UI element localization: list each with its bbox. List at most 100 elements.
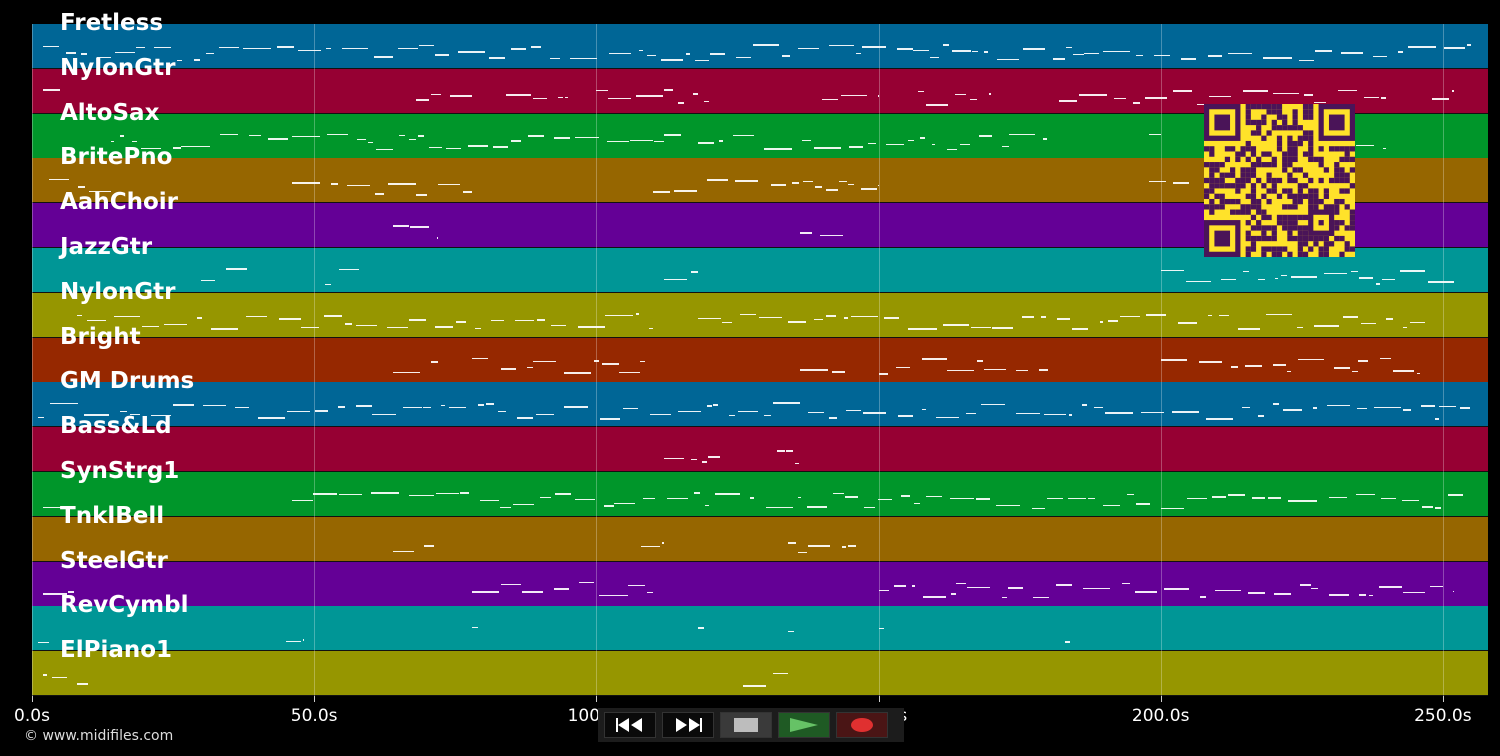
midi-note (861, 188, 878, 190)
midi-note (486, 403, 495, 405)
midi-note (1368, 594, 1374, 597)
track-lane[interactable]: NylonGtr (32, 279, 1488, 338)
midi-note (1282, 409, 1302, 411)
midi-note (839, 180, 848, 183)
midi-note (1357, 407, 1368, 409)
midi-note (849, 146, 864, 148)
midi-note (1215, 589, 1241, 592)
midi-note (900, 495, 910, 497)
midi-note (37, 641, 49, 644)
midi-note (302, 639, 304, 641)
midi-note (163, 323, 187, 326)
midi-note (1205, 418, 1233, 420)
midi-note (664, 278, 688, 281)
midi-note (1402, 326, 1407, 329)
track-lane[interactable]: Bright (32, 324, 1488, 383)
track-label: JazzGtr (60, 234, 153, 260)
midi-note (1274, 277, 1279, 280)
midi-note (536, 319, 545, 321)
midi-note (607, 140, 630, 143)
midi-note (173, 404, 194, 406)
midi-note (955, 93, 966, 96)
track-lane[interactable]: ElPiano1 (32, 637, 1488, 697)
midi-note (550, 324, 567, 327)
midi-note (472, 357, 489, 360)
midi-note (67, 591, 75, 593)
midi-note (1114, 97, 1127, 100)
midi-note (532, 360, 556, 363)
play-button[interactable] (778, 712, 830, 738)
track-lane[interactable]: Bass&Ld (32, 413, 1488, 473)
midi-note (894, 585, 906, 587)
track-lane[interactable]: RevCymbl (32, 592, 1488, 652)
midi-note (704, 100, 710, 103)
record-button[interactable] (836, 712, 888, 738)
midi-note (338, 406, 345, 408)
axis-tick (878, 696, 880, 702)
midi-note (736, 56, 752, 59)
track-lane[interactable]: Fretless (32, 10, 1488, 69)
axis-tick-label: 50.0s (290, 706, 338, 726)
track-lane[interactable]: SteelGtr (32, 548, 1488, 607)
midi-note (1177, 322, 1198, 324)
midi-note (177, 59, 182, 62)
midi-note (776, 450, 785, 452)
midi-note (743, 685, 767, 687)
midi-note (832, 492, 845, 495)
midi-note (535, 413, 555, 416)
track-label: Bass&Ld (60, 413, 172, 440)
track-lane[interactable]: SynStrg1 (32, 458, 1488, 517)
track-label: BritePno (60, 144, 173, 171)
midi-note (995, 504, 1020, 507)
note-area (32, 472, 1488, 516)
track-lane[interactable]: TnklBell (32, 503, 1488, 562)
track-lane[interactable]: NylonGtr (32, 55, 1488, 114)
midi-note (850, 315, 879, 318)
track-label: NylonGtr (60, 278, 176, 305)
time-gridline (596, 24, 598, 696)
midi-note (955, 582, 966, 585)
midi-note (342, 47, 369, 50)
midi-note (242, 47, 272, 50)
midi-note (449, 406, 466, 409)
midi-note (1314, 50, 1333, 52)
midi-note (249, 134, 261, 137)
midi-note (528, 135, 544, 137)
midi-note (371, 413, 397, 416)
midi-note (773, 402, 801, 404)
midi-note (462, 191, 473, 193)
midi-note (618, 371, 640, 374)
rewind-button[interactable] (604, 712, 656, 738)
midi-note (1120, 315, 1141, 318)
midi-note (1160, 359, 1188, 361)
midi-note (847, 183, 854, 186)
midi-note (1007, 587, 1024, 589)
midi-note (1265, 313, 1292, 316)
midi-note (346, 184, 371, 187)
midi-note (339, 268, 360, 271)
track-lane[interactable]: JazzGtr (32, 234, 1488, 293)
midi-note (677, 102, 685, 104)
midi-note (649, 327, 653, 330)
note-area (32, 562, 1488, 606)
midi-note (931, 143, 936, 146)
midi-note (1407, 46, 1437, 48)
track-lane[interactable]: GM Drums (32, 368, 1488, 428)
stop-button[interactable] (720, 712, 772, 738)
midi-note (386, 326, 408, 328)
midi-note (512, 503, 535, 506)
midi-note (437, 237, 439, 239)
midi-note (393, 550, 415, 553)
track-label: GM Drums (60, 368, 195, 395)
note-area (32, 651, 1488, 695)
midi-note (1303, 94, 1314, 96)
midi-note (516, 417, 534, 419)
midi-note (1351, 270, 1358, 273)
midi-note (1009, 133, 1035, 136)
fast-forward-button[interactable] (662, 712, 714, 738)
midi-note (921, 358, 947, 360)
midi-note (1208, 55, 1223, 57)
midi-note (788, 630, 794, 633)
midi-note (674, 190, 697, 192)
midi-note (594, 360, 600, 362)
